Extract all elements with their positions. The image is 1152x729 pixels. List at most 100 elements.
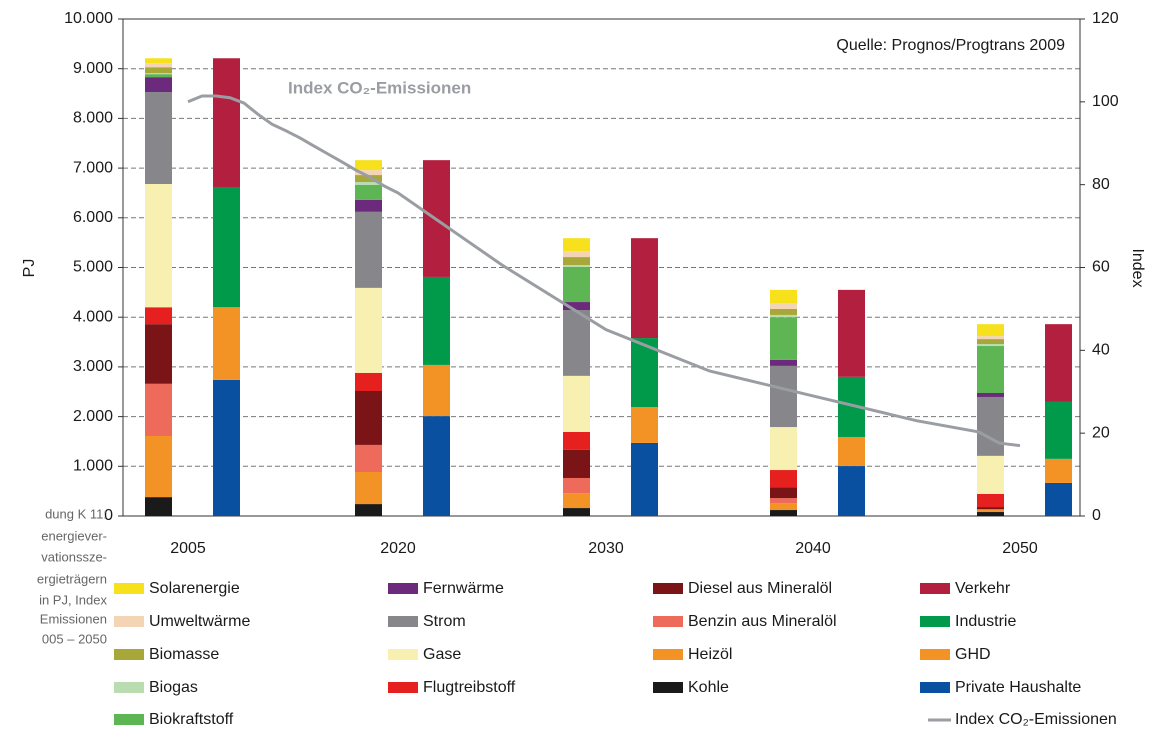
- bar-segment: [770, 308, 797, 315]
- bar-segment: [977, 346, 1004, 393]
- bar-segment: [1045, 401, 1072, 459]
- bar-segment: [355, 199, 382, 212]
- bar-segment: [355, 287, 382, 373]
- bar-segment: [838, 289, 865, 377]
- legend-swatch: [114, 714, 144, 725]
- legend-swatch: [114, 616, 144, 627]
- bar-segment: [563, 432, 590, 450]
- bar-segment: [355, 391, 382, 445]
- legend-label: Kohle: [688, 679, 729, 696]
- bar-segment: [1045, 482, 1072, 516]
- bar-segment: [977, 392, 1004, 397]
- bar-segment: [770, 427, 797, 471]
- bar-segment: [563, 375, 590, 433]
- x-tick-label: 2040: [795, 540, 831, 557]
- legend-label: Biogas: [149, 679, 198, 696]
- y-tick-label: 10.000: [64, 10, 113, 27]
- legend-swatch: [388, 583, 418, 594]
- bar-segment: [423, 364, 450, 417]
- bar-segment: [631, 442, 658, 516]
- bar-segment: [563, 449, 590, 478]
- bar-segment: [213, 186, 240, 308]
- x-tick-label: 2005: [170, 540, 206, 557]
- legend-swatch: [920, 616, 950, 627]
- legend-swatch: [388, 616, 418, 627]
- bar-segment: [355, 211, 382, 288]
- y-tick-label: 5.000: [73, 259, 113, 276]
- legend-label: Umweltwärme: [149, 613, 250, 630]
- bar-segment: [145, 383, 172, 436]
- bar-segment: [145, 497, 172, 516]
- legend-label: Strom: [423, 613, 466, 630]
- bar-segment: [145, 67, 172, 74]
- caption-line: Emissionen: [40, 611, 107, 626]
- y-tick-label: 6.000: [73, 209, 113, 226]
- bar-segment: [977, 510, 1004, 513]
- legend-swatch: [920, 649, 950, 660]
- bar-segment: [977, 396, 1004, 456]
- y-tick-label: 2.000: [73, 408, 113, 425]
- bar-segment: [631, 407, 658, 443]
- line-annotation: Index CO₂-Emissionen: [288, 78, 471, 97]
- source-note: Quelle: Prognos/Progtrans 2009: [836, 37, 1065, 54]
- bar-segment: [770, 470, 797, 488]
- y2-tick-label: 20: [1092, 424, 1110, 441]
- legend-label: Benzin aus Mineralöl: [688, 613, 837, 630]
- caption-line: in PJ, Index: [39, 592, 107, 607]
- line-series: [187, 94, 1021, 448]
- bar-segment: [355, 182, 382, 185]
- x-tick-label: 2020: [380, 540, 416, 557]
- bar-segment: [977, 344, 1004, 347]
- bar-segment: [977, 507, 1004, 510]
- bar-segment: [1045, 324, 1072, 402]
- bar-segment: [770, 289, 797, 304]
- y2-tick-label: 40: [1092, 342, 1110, 359]
- legend-label: Diesel aus Mineralöl: [688, 580, 832, 597]
- y2-tick-label: 100: [1092, 93, 1119, 110]
- bar-segment: [838, 436, 865, 467]
- bar-segment: [145, 74, 172, 78]
- legend-label: Solarenergie: [149, 580, 240, 597]
- legend-label: Fernwärme: [423, 580, 504, 597]
- bar-segment: [838, 466, 865, 516]
- bar-segment: [145, 435, 172, 498]
- bar-segment: [145, 324, 172, 384]
- bar-segment: [977, 324, 1004, 337]
- bar-segment: [770, 317, 797, 360]
- legend-label: Gase: [423, 646, 461, 663]
- bar-segment: [213, 58, 240, 187]
- bar-segment: [770, 359, 797, 366]
- bar-segment: [145, 63, 172, 68]
- legend-label: Biomasse: [149, 646, 219, 663]
- legend-swatch: [114, 682, 144, 693]
- bar-segment: [977, 512, 1004, 516]
- bar-segment: [145, 58, 172, 64]
- legend-swatch: [388, 649, 418, 660]
- bar-segment: [977, 493, 1004, 508]
- bar-segment: [1045, 458, 1072, 483]
- bar-segment: [355, 372, 382, 392]
- bar-segment: [977, 509, 1004, 511]
- bar-segment: [977, 336, 1004, 340]
- caption-line: ergieträgern: [37, 571, 107, 586]
- bar-segment: [563, 508, 590, 516]
- bar-segment: [145, 73, 172, 75]
- caption-line: dung K 11:: [45, 506, 107, 521]
- y2-tick-label: 80: [1092, 176, 1110, 193]
- bar-segment: [770, 314, 797, 318]
- bar-segment: [145, 307, 172, 325]
- bar-segment: [563, 302, 590, 310]
- caption-line: 005 – 2050: [42, 631, 107, 646]
- bar-segment: [770, 303, 797, 309]
- y-tick-label: 9.000: [73, 60, 113, 77]
- x-tick-label: 2030: [588, 540, 624, 557]
- y-tick-label: 0: [104, 507, 113, 524]
- bar-segment: [563, 238, 590, 252]
- bar-segment: [631, 238, 658, 339]
- legend-label: Heizöl: [688, 646, 732, 663]
- bar-segment: [355, 160, 382, 171]
- y2-tick-label: 0: [1092, 507, 1101, 524]
- caption-line: vationssze-: [41, 549, 107, 564]
- legend-swatch: [114, 583, 144, 594]
- bar-segment: [563, 493, 590, 509]
